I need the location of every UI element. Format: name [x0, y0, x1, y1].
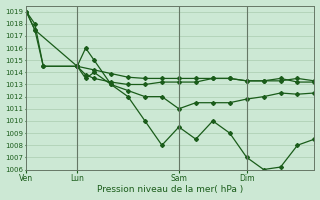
X-axis label: Pression niveau de la mer( hPa ): Pression niveau de la mer( hPa ) — [97, 185, 244, 194]
